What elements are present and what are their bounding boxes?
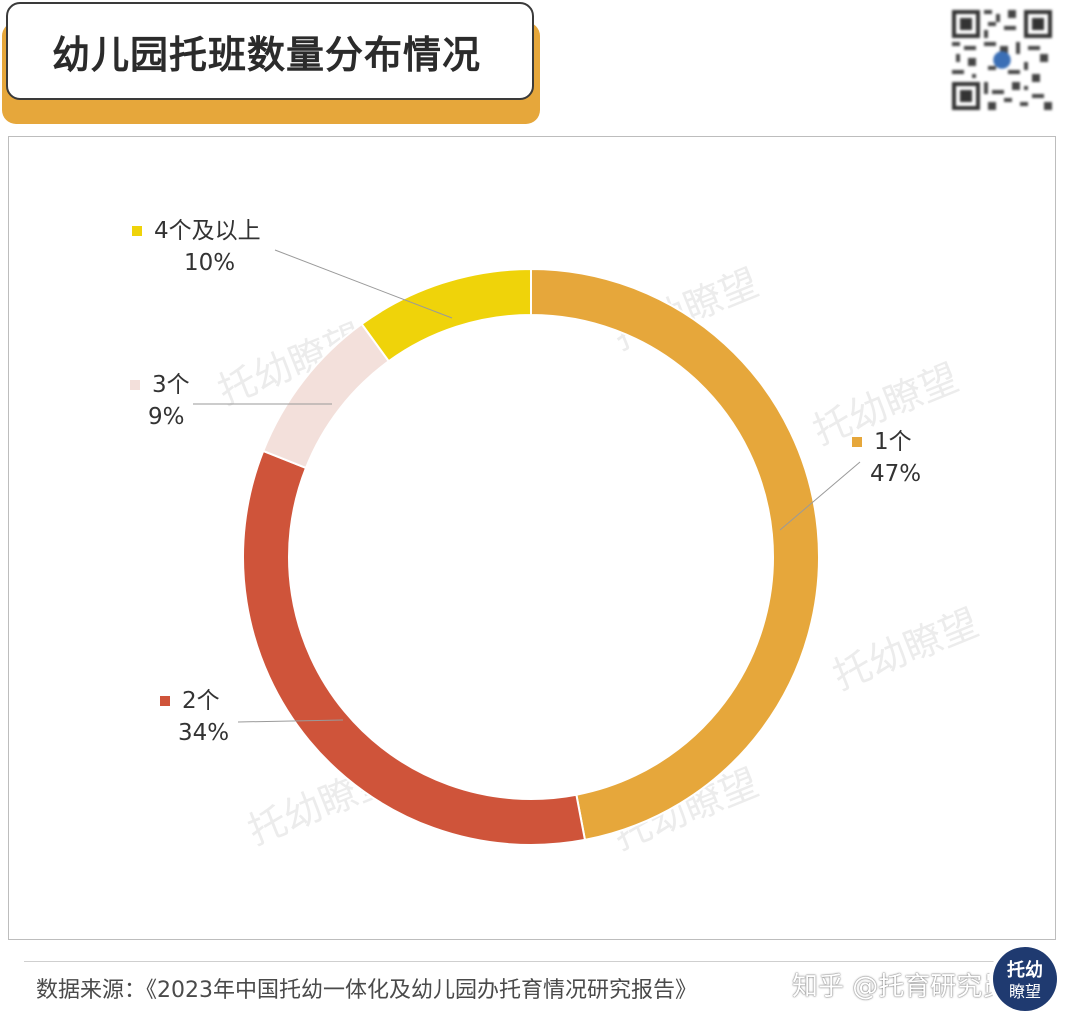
slice-value-label: 10%: [184, 250, 235, 276]
donut-slice-4: [360, 267, 532, 363]
legend-swatch-3: [130, 380, 140, 390]
legend-swatch-4: [132, 226, 142, 236]
slice-value-label: 34%: [178, 720, 229, 746]
leader-line-2: [237, 719, 344, 723]
page-title: 幼儿园托班数量分布情况: [52, 32, 482, 77]
data-source-note: 数据来源：《2023年中国托幼一体化及幼儿园办托育情况研究报告》: [36, 978, 697, 1003]
title-card: 幼儿园托班数量分布情况: [6, 2, 534, 100]
slice-value-label: 47%: [870, 461, 921, 487]
footer-divider: [24, 961, 1030, 962]
slice-category-label: 1个: [874, 429, 912, 455]
leader-line-4: [274, 249, 453, 319]
donut-slice-1: [530, 267, 820, 842]
legend-swatch-1: [852, 437, 862, 447]
leader-line-1: [779, 461, 861, 531]
slice-category-label: 4个及以上: [154, 218, 261, 244]
watermark-text: 托幼瞭望: [827, 601, 984, 699]
legend-swatch-2: [160, 696, 170, 706]
svg-text:瞭望: 瞭望: [1009, 982, 1041, 1001]
qr-code-icon: [952, 10, 1052, 110]
slice-category-label: 2个: [182, 688, 220, 714]
svg-text:托幼: 托幼: [1007, 959, 1043, 981]
donut-slice-2: [242, 449, 587, 846]
brand-logo-icon: 托幼 瞭望: [989, 943, 1061, 1015]
slice-category-label: 3个: [152, 372, 190, 398]
zhihu-credit: 知乎 @托育研究员: [792, 972, 1009, 1002]
chart-frame: [8, 136, 1056, 940]
slice-value-label: 9%: [148, 404, 185, 430]
